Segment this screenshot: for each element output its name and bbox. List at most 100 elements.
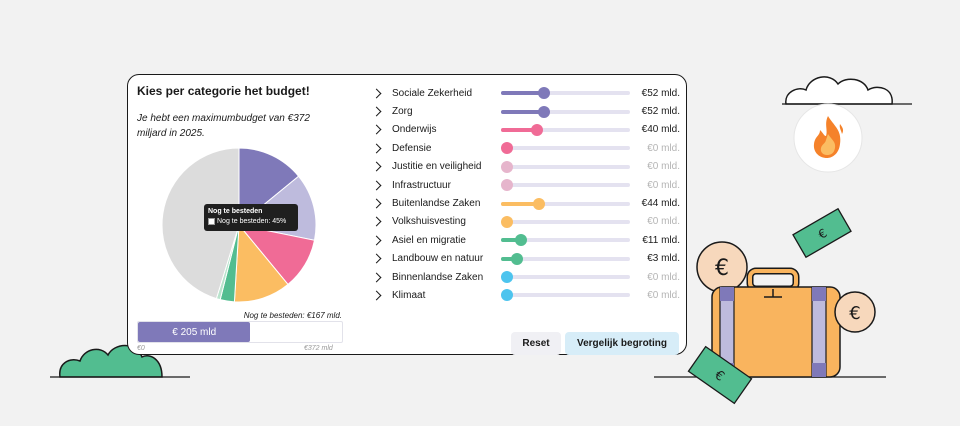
category-label: Zorg — [392, 106, 413, 118]
card-title: Kies per categorie het budget! — [137, 84, 310, 98]
chevron-right-icon[interactable] — [371, 290, 382, 301]
category-value: €0 mld. — [647, 216, 680, 228]
category-label: Justitie en veiligheid — [392, 161, 482, 173]
category-label: Klimaat — [392, 289, 426, 301]
category-row: Infrastructuur €0 mld. — [371, 176, 680, 194]
category-row: Zorg €52 mld. — [371, 102, 680, 120]
category-value: €52 mld. — [641, 106, 680, 118]
category-slider[interactable] — [501, 215, 630, 228]
card-intro: Je hebt een maximumbudget van €372 milja… — [137, 113, 310, 139]
slider-handle[interactable] — [501, 160, 513, 173]
category-slider[interactable] — [501, 271, 630, 284]
category-value: €0 mld. — [647, 142, 680, 154]
category-row: Landbouw en natuur €3 mld. — [371, 250, 680, 268]
pie-slice-nog-te-besteden[interactable] — [161, 147, 240, 300]
slider-handle[interactable] — [501, 215, 513, 228]
category-row: Onderwijs €40 mld. — [371, 121, 680, 139]
fire-icon — [793, 103, 863, 173]
svg-text:€: € — [849, 303, 860, 324]
category-slider[interactable] — [501, 142, 630, 155]
category-slider[interactable] — [501, 179, 630, 192]
chevron-right-icon[interactable] — [371, 161, 382, 172]
category-label: Onderwijs — [392, 124, 437, 136]
reset-button[interactable]: Reset — [511, 332, 561, 355]
category-list: Sociale Zekerheid €52 mld. Zorg €52 mld. Ond… — [371, 84, 680, 305]
category-row: Sociale Zekerheid €52 mld. — [371, 84, 680, 102]
category-label: Landbouw en natuur — [392, 253, 484, 265]
chevron-right-icon[interactable] — [371, 143, 382, 154]
scale-min: €0 — [137, 345, 145, 352]
category-row: Defensie €0 mld. — [371, 139, 680, 157]
slider-fill — [501, 109, 544, 114]
compare-budget-button[interactable]: Vergelijk begroting — [565, 332, 679, 355]
category-slider[interactable] — [501, 289, 630, 302]
category-slider[interactable] — [501, 87, 630, 100]
category-slider[interactable] — [501, 123, 630, 136]
category-slider[interactable] — [501, 234, 630, 247]
category-label: Sociale Zekerheid — [392, 87, 473, 99]
chevron-right-icon[interactable] — [371, 106, 382, 117]
category-value: €52 mld. — [641, 87, 680, 99]
chevron-right-icon[interactable] — [371, 198, 382, 209]
tooltip-swatch — [208, 218, 215, 225]
category-value: €44 mld. — [641, 198, 680, 210]
category-label: Binnenlandse Zaken — [392, 271, 484, 283]
slider-fill — [501, 127, 538, 132]
category-value: €3 mld. — [647, 253, 680, 265]
category-value: €11 mld. — [642, 234, 680, 246]
tooltip-row: Nog te besteden: 45% — [208, 216, 294, 227]
category-value: €0 mld. — [647, 179, 680, 191]
slider-handle[interactable] — [501, 142, 513, 155]
cloud-icon — [782, 76, 912, 105]
category-label: Infrastructuur — [392, 179, 451, 191]
remaining-label: Nog te besteden: €167 mld. — [243, 311, 342, 320]
slider-handle[interactable] — [531, 123, 544, 136]
chevron-right-icon[interactable] — [371, 125, 382, 135]
budget-progress-bar: € 205 mld — [137, 321, 343, 343]
suitcase-icon: € € € € — [654, 207, 886, 405]
slider-handle[interactable] — [533, 197, 546, 210]
category-label: Asiel en migratie — [392, 234, 466, 246]
category-label: Volkshuisvesting — [392, 216, 466, 228]
slider-handle[interactable] — [537, 87, 550, 100]
category-value: €0 mld. — [647, 289, 680, 301]
category-row: Volkshuisvesting €0 mld. — [371, 213, 680, 231]
chevron-right-icon[interactable] — [371, 253, 382, 264]
slider-fill — [501, 201, 540, 206]
category-value: €0 mld. — [647, 271, 680, 283]
chevron-right-icon[interactable] — [371, 235, 382, 246]
category-row: Binnenlandse Zaken €0 mld. — [371, 268, 680, 286]
category-slider[interactable] — [501, 105, 630, 118]
slider-handle[interactable] — [501, 289, 513, 302]
chevron-right-icon[interactable] — [371, 88, 382, 99]
tooltip-text: Nog te besteden: 45% — [217, 218, 287, 225]
slider-fill — [501, 238, 522, 243]
chevron-right-icon[interactable] — [371, 272, 382, 283]
category-label: Defensie — [392, 142, 432, 154]
category-row: Klimaat €0 mld. — [371, 286, 680, 304]
chevron-right-icon[interactable] — [371, 216, 382, 227]
category-row: Asiel en migratie €11 mld. — [371, 231, 680, 249]
pie-tooltip: Nog te besteden Nog te besteden: 45% — [204, 204, 298, 231]
scale-max: €372 mld — [304, 345, 333, 352]
category-value: €40 mld. — [641, 124, 680, 136]
budget-progress-fill: € 205 mld — [138, 322, 251, 342]
slider-handle[interactable] — [537, 105, 550, 118]
tooltip-title: Nog te besteden — [208, 208, 263, 215]
chevron-right-icon[interactable] — [371, 180, 382, 191]
slider-handle[interactable] — [515, 234, 528, 247]
category-label: Buitenlandse Zaken — [392, 198, 481, 210]
category-row: Justitie en veiligheid €0 mld. — [371, 158, 680, 176]
category-slider[interactable] — [501, 160, 630, 173]
category-row: Buitenlandse Zaken €44 mld. — [371, 194, 680, 212]
slider-fill — [501, 91, 544, 96]
budget-spent-label: € 205 mld — [172, 326, 217, 338]
slider-handle[interactable] — [501, 271, 513, 284]
category-value: €0 mld. — [647, 161, 680, 173]
category-slider[interactable] — [501, 252, 630, 265]
svg-text:€: € — [715, 256, 729, 281]
slider-fill — [501, 256, 517, 261]
slider-handle[interactable] — [501, 179, 513, 192]
category-slider[interactable] — [501, 197, 630, 210]
slider-handle[interactable] — [510, 252, 523, 265]
